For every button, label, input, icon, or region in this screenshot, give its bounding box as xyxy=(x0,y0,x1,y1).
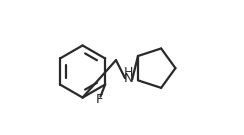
Text: N: N xyxy=(123,72,133,85)
Text: F: F xyxy=(96,93,103,106)
Text: H: H xyxy=(124,66,133,79)
